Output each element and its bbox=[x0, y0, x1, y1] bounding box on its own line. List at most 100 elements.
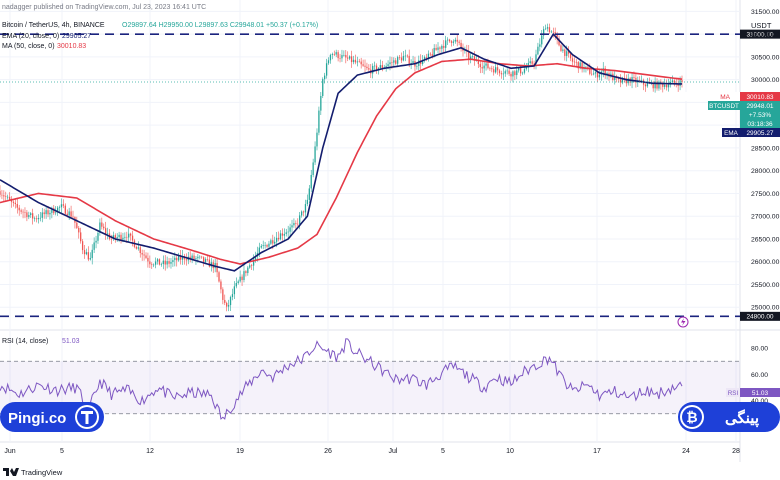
candle-body bbox=[412, 61, 414, 64]
candle-body bbox=[527, 62, 529, 68]
candle-body bbox=[573, 61, 576, 63]
candle-body bbox=[103, 226, 105, 229]
candle-body bbox=[560, 45, 562, 51]
ma-tag-box bbox=[684, 92, 740, 101]
candle-body bbox=[656, 81, 658, 89]
candle-body bbox=[49, 212, 51, 215]
candle-body bbox=[360, 61, 362, 65]
event-marker-icon[interactable] bbox=[677, 316, 689, 328]
candle-body bbox=[299, 215, 301, 224]
candle-body bbox=[362, 64, 364, 66]
candle-body bbox=[529, 61, 531, 63]
candle-body bbox=[354, 59, 357, 63]
candle-body bbox=[546, 27, 549, 29]
candle-body bbox=[279, 233, 282, 240]
candle-body bbox=[571, 58, 574, 62]
candle-body bbox=[51, 208, 53, 213]
candle-body bbox=[398, 57, 401, 58]
candle-body bbox=[331, 54, 334, 55]
candle-body bbox=[314, 146, 316, 163]
candle-body bbox=[356, 61, 358, 63]
ma50-line[interactable] bbox=[0, 58, 683, 265]
ma-legend-label[interactable]: MA (50, close, 0) bbox=[2, 43, 55, 50]
candle-body bbox=[283, 233, 285, 236]
candle-body bbox=[37, 217, 40, 220]
candle-body bbox=[541, 35, 543, 45]
candle-body bbox=[114, 235, 116, 239]
candle-body bbox=[470, 56, 472, 59]
last-price: 29948.01 bbox=[746, 103, 773, 110]
candle-body bbox=[106, 233, 109, 235]
candle-body bbox=[68, 211, 70, 216]
time-axis[interactable]: Jun 5 12 19 26 Jul 5 10 17 24 28 bbox=[4, 448, 740, 455]
candle-body bbox=[118, 234, 120, 238]
rsi-tag-box bbox=[726, 388, 740, 397]
ema-value-label: 29905.27 bbox=[746, 130, 773, 137]
ema20-line[interactable] bbox=[0, 32, 683, 272]
candle-body bbox=[1, 194, 3, 196]
candle-body bbox=[558, 38, 560, 46]
candle-body bbox=[452, 41, 455, 43]
candle-body bbox=[454, 39, 456, 42]
candle-body bbox=[116, 237, 118, 239]
candle-body bbox=[596, 72, 599, 78]
candle-body bbox=[575, 61, 577, 63]
rsi-line[interactable] bbox=[0, 338, 683, 420]
pingi-text: Pingi.co bbox=[8, 410, 66, 427]
candle-body bbox=[20, 210, 22, 212]
candle-body bbox=[251, 265, 253, 266]
ema-legend-label[interactable]: EMA (20, close, 0) bbox=[2, 33, 59, 40]
candle-body bbox=[456, 39, 458, 42]
candle-body bbox=[468, 51, 470, 59]
candle-body bbox=[174, 257, 176, 261]
candle-body bbox=[87, 252, 90, 260]
candle-body bbox=[327, 60, 330, 64]
candle-body bbox=[72, 216, 74, 218]
price-grid bbox=[0, 0, 740, 442]
candle-body bbox=[285, 232, 287, 234]
candle-body bbox=[156, 259, 159, 262]
candle-body bbox=[543, 29, 545, 36]
candle-body bbox=[93, 242, 95, 250]
candle-body bbox=[216, 262, 218, 273]
ma-legend-value: 30010.83 bbox=[57, 43, 86, 50]
candle-body bbox=[581, 62, 583, 70]
candle-body bbox=[658, 81, 660, 89]
candle-body bbox=[381, 65, 383, 68]
candle-body bbox=[521, 72, 524, 74]
candle-body bbox=[421, 59, 424, 64]
candle-body bbox=[539, 44, 541, 47]
candle-body bbox=[56, 207, 59, 213]
rsi-legend-label[interactable]: RSI (14, close) bbox=[2, 338, 48, 345]
candle-body bbox=[112, 235, 114, 239]
candle-body bbox=[508, 70, 510, 74]
rsi-legend-value: 51.03 bbox=[62, 338, 80, 345]
candle-body bbox=[201, 256, 203, 258]
candle-body bbox=[272, 240, 274, 244]
candle-body bbox=[397, 57, 399, 64]
candle-body bbox=[0, 191, 1, 195]
candle-body bbox=[427, 53, 430, 58]
candle-body bbox=[504, 71, 506, 74]
candle-body bbox=[404, 55, 407, 57]
candle-body bbox=[429, 53, 431, 55]
candle-body bbox=[435, 47, 437, 50]
candle-body bbox=[166, 261, 168, 265]
candle-body bbox=[10, 199, 13, 202]
symbol-line[interactable]: Bitcoin / TetherUS, 4h, BINANCE bbox=[2, 22, 105, 29]
candle-body bbox=[664, 84, 666, 87]
candle-body bbox=[5, 196, 7, 197]
candle-body bbox=[335, 52, 337, 55]
candle-body bbox=[633, 77, 635, 78]
price-tick-label: 28000.00 bbox=[751, 168, 780, 175]
candle-body bbox=[266, 245, 268, 247]
candle-body bbox=[80, 232, 82, 242]
candle-body bbox=[395, 60, 397, 64]
candle-body bbox=[652, 82, 654, 89]
candle-body bbox=[32, 213, 34, 219]
candle-body bbox=[592, 73, 595, 75]
symbol-tag-box bbox=[708, 101, 740, 110]
candle-body bbox=[498, 70, 501, 74]
candle-body bbox=[437, 47, 439, 50]
price-tick-label: 27000.00 bbox=[751, 214, 780, 221]
